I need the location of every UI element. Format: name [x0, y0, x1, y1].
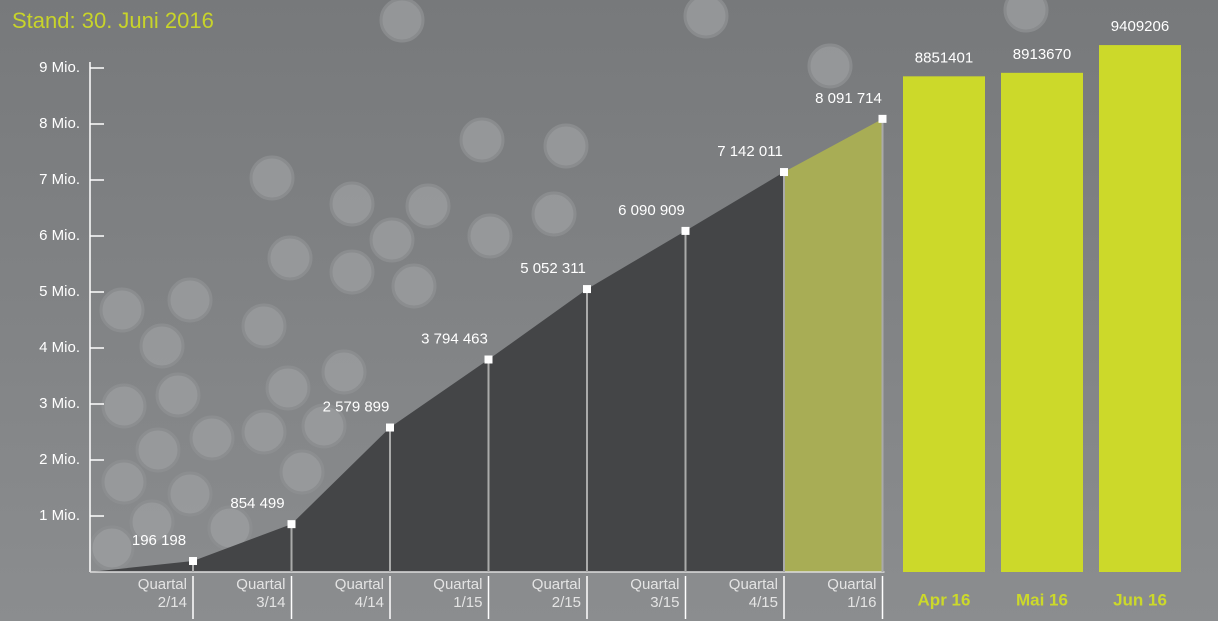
value-label: 8 091 714 [815, 90, 882, 107]
x-tick-label: Quartal 4/14 [334, 576, 384, 611]
point [189, 557, 197, 566]
value-label: 854 499 [230, 495, 284, 512]
value-label: 8851401 [915, 49, 973, 66]
x-tick-label: Quartal 1/16 [827, 576, 877, 611]
value-label: 6 090 909 [618, 202, 685, 219]
bar [1099, 45, 1181, 572]
point [287, 520, 296, 529]
value-label: 8913670 [1013, 46, 1071, 63]
point [878, 114, 887, 123]
y-tick-label: 8 Mio. [39, 115, 80, 132]
point [780, 168, 788, 177]
value-label: 5 052 311 [520, 260, 586, 277]
point [583, 285, 591, 294]
x-tick-label: Apr 16 [918, 590, 971, 609]
x-tick-label: Jun 16 [1113, 590, 1167, 609]
value-label: 9409206 [1111, 18, 1169, 35]
x-tick-label: Quartal 2/15 [531, 576, 581, 611]
point [681, 226, 690, 235]
value-label: 2 579 899 [323, 398, 390, 415]
y-tick-label: 4 Mio. [39, 339, 80, 356]
x-tick-label: Quartal 2/14 [137, 576, 187, 611]
y-tick-label: 6 Mio. [39, 227, 80, 244]
area-highlight [784, 118, 883, 572]
value-label: 3 794 463 [421, 330, 488, 347]
y-tick-label: 2 Mio. [39, 451, 80, 468]
decor-circles [89, 0, 1049, 571]
x-tick-label: Quartal 4/15 [728, 576, 778, 611]
area [90, 172, 784, 573]
x-tick-label: Quartal 3/14 [236, 576, 286, 611]
x-tick-label: Quartal 1/15 [433, 576, 483, 611]
point [386, 423, 394, 432]
bar [903, 76, 985, 573]
chart-title: Stand: 30. Juni 2016 [12, 8, 214, 33]
value-label: 7 142 011 [717, 143, 783, 160]
point [484, 355, 493, 364]
y-tick-label: 3 Mio. [39, 395, 80, 412]
x-tick-label: Quartal 3/15 [630, 576, 680, 611]
y-tick-label: 7 Mio. [39, 171, 80, 188]
value-label: 196 198 [132, 532, 186, 549]
x-tick-label: Mai 16 [1016, 590, 1068, 609]
y-tick-label: 5 Mio. [39, 283, 80, 300]
y-tick-label: 1 Mio. [39, 507, 80, 524]
bar [1001, 72, 1083, 573]
y-tick-label: 9 Mio. [39, 59, 80, 76]
